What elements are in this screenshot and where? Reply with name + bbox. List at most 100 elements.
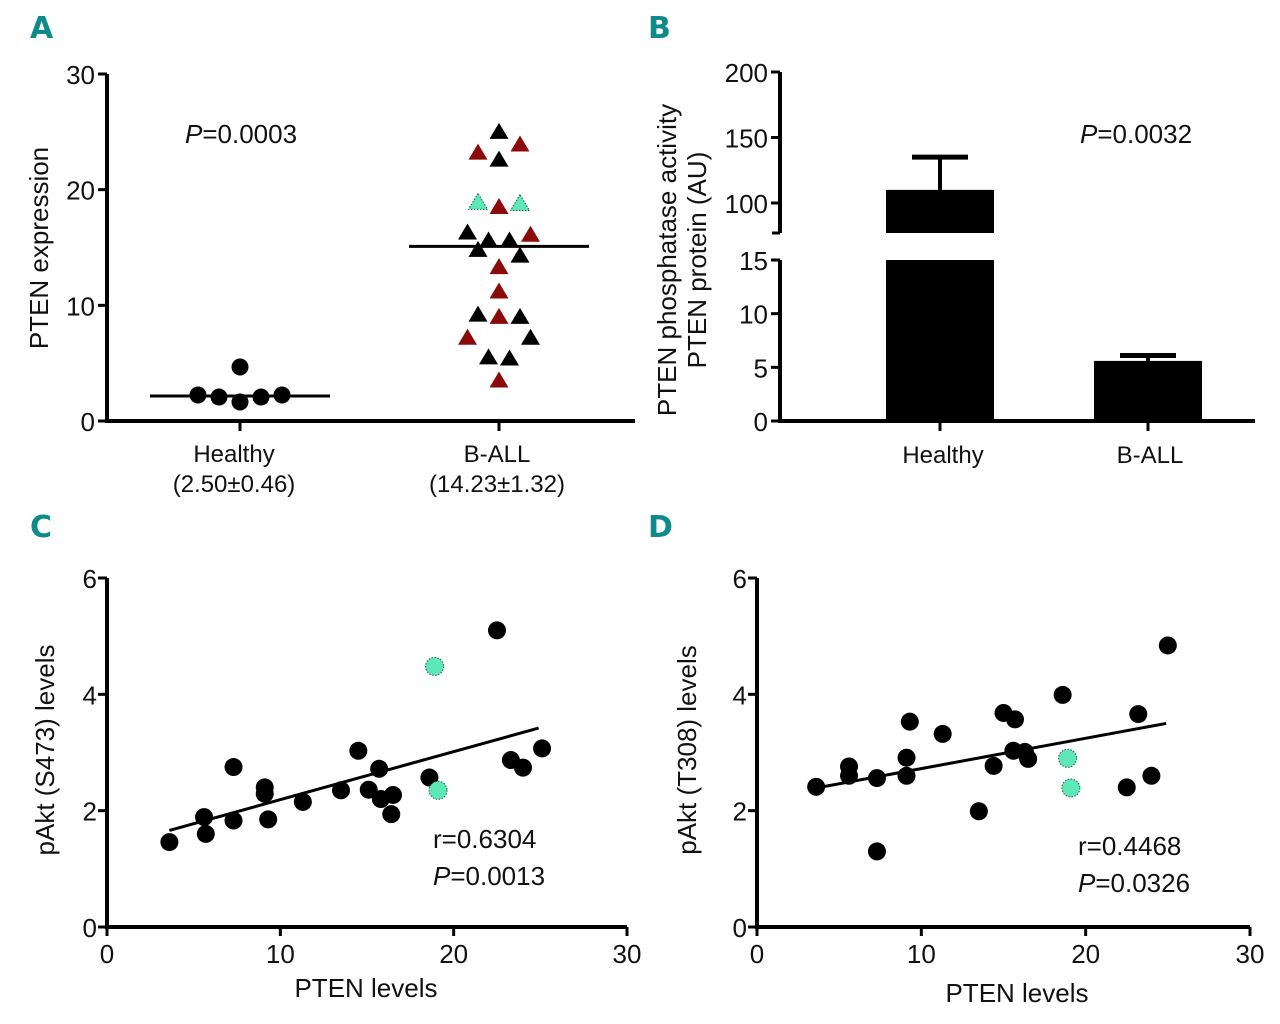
panel-b-cat-healthy: Healthy xyxy=(902,442,983,469)
y-tick-label: 4 xyxy=(733,680,747,710)
y-tick-label: 150 xyxy=(725,124,768,154)
y-tick-label: 4 xyxy=(83,680,97,710)
panel-a-cat-healthy: Healthy xyxy=(193,441,274,468)
x-tick-label: 0 xyxy=(750,939,764,969)
bar-upper xyxy=(886,189,994,233)
data-point xyxy=(1019,749,1038,768)
data-point xyxy=(420,768,439,787)
panel-b-ylabel-line2: PTEN protein (AU) xyxy=(682,152,712,369)
panel-d-pvalue: P=0.0326 xyxy=(1078,868,1190,898)
panel-a-ylabel: PTEN expression xyxy=(24,147,54,349)
panel-d-xlabel: PTEN levels xyxy=(945,978,1088,1008)
x-tick-label: 0 xyxy=(100,939,114,969)
data-point xyxy=(231,358,249,376)
data-point xyxy=(293,792,312,811)
data-point xyxy=(521,328,540,345)
data-point xyxy=(900,712,919,731)
regression-line xyxy=(815,721,1167,790)
panel-d-r: r=0.4468 xyxy=(1078,831,1181,861)
p-italic: P xyxy=(1078,868,1096,898)
panel-c: pAkt (S473) levels PTEN levels r=0.6304 … xyxy=(30,564,641,1003)
panel-c-xlabel: PTEN levels xyxy=(294,973,437,1003)
panel-a-cat-ball-sub: (14.23±1.32) xyxy=(429,471,565,498)
regression-line xyxy=(168,726,540,832)
panel-d: pAkt (T308) levels PTEN levels r=0.4468 … xyxy=(672,564,1264,1008)
y-tick-label: 0 xyxy=(81,407,95,437)
panel-letter-a: A xyxy=(30,11,54,46)
p-italic: P xyxy=(1080,119,1098,149)
x-tick-label: 10 xyxy=(907,939,936,969)
data-point xyxy=(384,785,402,804)
data-point xyxy=(500,349,519,366)
x-tick-label: 30 xyxy=(1236,939,1265,969)
data-point xyxy=(224,811,243,830)
data-point xyxy=(382,805,401,824)
panel-c-pvalue: P=0.0013 xyxy=(433,861,545,891)
data-point xyxy=(428,780,448,800)
panel-a-pvalue: P=0.0003 xyxy=(185,119,297,149)
data-point xyxy=(160,833,179,852)
data-point xyxy=(467,192,489,210)
data-point xyxy=(1053,685,1072,704)
panel-a-cat-healthy-sub: (2.50±0.46) xyxy=(173,471,296,498)
bar xyxy=(1094,360,1202,421)
data-point xyxy=(1117,778,1136,797)
y-tick-label: 0 xyxy=(733,913,747,943)
data-point xyxy=(489,282,509,299)
data-point xyxy=(867,842,886,861)
data-point xyxy=(210,388,228,406)
data-point xyxy=(349,741,368,760)
data-point xyxy=(1058,748,1078,768)
data-point xyxy=(897,748,916,767)
data-point xyxy=(468,240,488,257)
data-point xyxy=(479,231,498,248)
data-point xyxy=(1158,636,1177,655)
x-tick-label: 30 xyxy=(613,939,642,969)
data-point xyxy=(984,756,1003,775)
panel-a: PTEN expression P=0.0003 Healthy (2.50±0… xyxy=(24,60,635,498)
panel-letter-c: C xyxy=(30,510,52,545)
p-value: =0.0326 xyxy=(1095,868,1190,898)
data-point xyxy=(189,386,207,404)
data-point xyxy=(1061,778,1081,798)
y-tick-label: 20 xyxy=(66,176,95,206)
panel-letter-b: B xyxy=(648,11,671,46)
data-point xyxy=(479,348,498,365)
panel-d-ylabel: pAkt (T308) levels xyxy=(672,645,702,855)
data-point xyxy=(969,802,988,821)
data-point xyxy=(510,307,530,324)
data-point xyxy=(933,724,952,743)
data-point xyxy=(252,388,270,406)
data-point xyxy=(468,143,488,160)
data-point xyxy=(489,122,509,139)
data-point xyxy=(489,258,509,275)
y-tick-label: 10 xyxy=(66,291,95,321)
data-point xyxy=(521,225,540,242)
x-tick-label: 20 xyxy=(439,939,468,969)
panel-b-pvalue: P=0.0032 xyxy=(1080,119,1192,149)
y-tick-label: 6 xyxy=(83,564,97,594)
data-point xyxy=(489,371,509,388)
p-value: =0.0032 xyxy=(1097,119,1192,149)
y-tick-label: 0 xyxy=(754,407,768,437)
data-point xyxy=(533,739,552,758)
x-tick-label: 20 xyxy=(1071,939,1100,969)
p-value: =0.0013 xyxy=(450,861,545,891)
y-tick-label: 5 xyxy=(754,353,768,383)
y-tick-label: 2 xyxy=(733,797,747,827)
data-point xyxy=(273,386,291,404)
y-tick-label: 2 xyxy=(83,797,97,827)
panel-b-ylabel-line1: PTEN phosphatase activity xyxy=(652,104,682,416)
data-point xyxy=(255,784,274,803)
data-point xyxy=(510,135,530,152)
data-point xyxy=(1142,766,1161,785)
panel-a-cat-ball: B-ALL xyxy=(464,441,531,468)
panel-letter-d: D xyxy=(648,510,673,545)
data-point xyxy=(500,231,519,248)
p-italic: P xyxy=(433,861,451,891)
data-point xyxy=(1006,710,1025,729)
y-tick-label: 10 xyxy=(739,300,768,330)
p-value: =0.0003 xyxy=(202,119,297,149)
panel-c-r: r=0.6304 xyxy=(433,824,536,854)
